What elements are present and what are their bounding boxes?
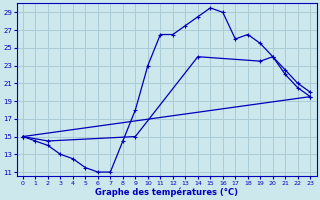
X-axis label: Graphe des températures (°C): Graphe des températures (°C) — [95, 187, 238, 197]
